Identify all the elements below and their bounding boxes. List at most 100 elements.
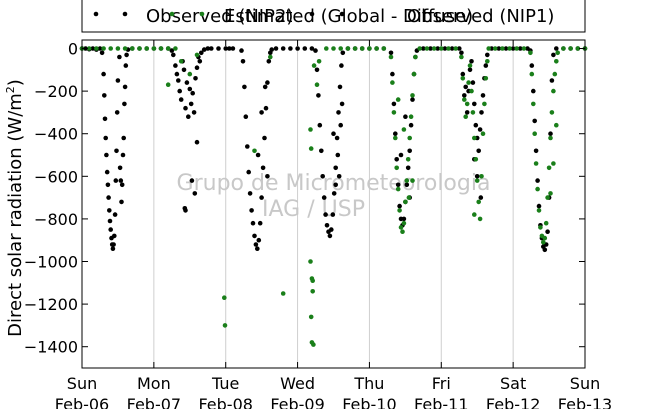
point-1-38 (124, 52, 129, 58)
point-2-51 (398, 225, 404, 230)
point-2-36 (331, 46, 336, 51)
point-1-101 (259, 110, 264, 115)
point-2-7 (130, 46, 135, 51)
x-tick-day-4: Thu (353, 374, 384, 393)
point-1-166 (428, 46, 433, 51)
point-2-41 (367, 46, 372, 51)
point-2-118 (548, 191, 553, 196)
point-1-116 (320, 174, 326, 179)
point-1-75 (216, 46, 221, 51)
point-1-155 (405, 165, 411, 171)
point-2-71 (453, 46, 459, 51)
point-1-49 (174, 71, 180, 77)
point-2-100 (531, 101, 536, 107)
point-1-9 (102, 116, 108, 122)
point-2-120 (554, 122, 559, 128)
point-1-169 (449, 46, 455, 51)
point-1-56 (184, 80, 190, 85)
point-1-163 (403, 114, 408, 119)
point-1-24 (113, 178, 119, 183)
point-1-84 (246, 169, 251, 175)
x-tick-day-6: Sat (500, 374, 526, 393)
point-2-121 (561, 46, 566, 51)
point-2-30 (311, 342, 316, 347)
point-2-4 (108, 46, 113, 51)
legend-marker-2-0 (169, 11, 175, 17)
point-1-200 (529, 63, 535, 68)
point-1-134 (338, 122, 344, 128)
point-2-72 (459, 54, 464, 60)
point-2-78 (467, 63, 473, 68)
point-2-3 (101, 46, 106, 51)
point-1-122 (329, 227, 334, 232)
series-2 (79, 46, 588, 347)
point-1-48 (173, 63, 178, 68)
point-1-115 (319, 148, 324, 154)
y-tick-label-0: 0 (68, 40, 78, 59)
point-1-188 (483, 63, 489, 68)
x-tick-date-2: Feb-08 (198, 395, 252, 409)
point-1-92 (257, 220, 263, 226)
point-1-14 (106, 195, 111, 200)
x-tick-day-2: Tue (211, 374, 239, 393)
legend-label-3: Observed (NIP1) (407, 6, 554, 27)
point-2-84 (476, 199, 482, 205)
point-1-60 (190, 90, 195, 96)
point-2-82 (473, 157, 479, 162)
point-1-156 (407, 148, 413, 154)
gridlines (153, 40, 514, 368)
point-2-110 (545, 195, 550, 200)
point-1-162 (398, 152, 404, 158)
point-2-68 (431, 46, 437, 51)
point-2-13 (173, 46, 178, 51)
point-2-59 (410, 93, 415, 98)
point-1-46 (169, 48, 175, 53)
point-2-49 (395, 186, 401, 192)
point-1-33 (120, 152, 126, 158)
point-1-149 (397, 203, 402, 209)
point-2-74 (462, 97, 467, 102)
point-2-103 (535, 186, 540, 192)
plot-frame (81, 39, 586, 369)
point-1-94 (260, 165, 266, 171)
point-2-123 (575, 46, 581, 51)
legend-marker-2-1 (199, 11, 205, 17)
y-tick-label-1: −200 (34, 82, 78, 101)
point-2-42 (374, 46, 379, 51)
point-1-90 (254, 246, 260, 251)
point-1-189 (485, 52, 490, 58)
point-2-20 (252, 148, 257, 154)
y-tick-label-7: −1400 (24, 338, 78, 357)
point-2-79 (469, 88, 474, 94)
point-2-116 (554, 59, 559, 64)
point-1-114 (317, 122, 323, 128)
point-1-74 (209, 46, 214, 51)
point-1-211 (545, 229, 550, 234)
point-2-21 (268, 54, 273, 60)
point-2-94 (500, 46, 505, 51)
point-2-55 (404, 178, 410, 183)
point-2-2 (94, 46, 99, 51)
point-1-125 (333, 165, 339, 171)
point-2-33 (314, 82, 320, 87)
point-2-5 (115, 46, 121, 51)
point-2-24 (308, 146, 314, 151)
legend-label-2: Estimated (Global - Diffuse) (224, 6, 473, 27)
point-2-70 (446, 46, 451, 51)
point-1-180 (472, 101, 477, 107)
point-2-53 (401, 220, 407, 226)
point-1-85 (247, 191, 253, 196)
point-1-143 (388, 50, 394, 56)
point-2-95 (507, 46, 512, 51)
point-1-209 (542, 247, 548, 253)
point-1-37 (123, 63, 129, 68)
point-2-101 (532, 131, 537, 136)
point-2-114 (551, 88, 556, 94)
legend[interactable]: Observed (NIP2)Estimated (Global - Diffu… (81, 0, 586, 33)
point-1-7 (101, 71, 106, 77)
point-2-32 (311, 63, 317, 68)
point-2-69 (439, 46, 444, 51)
legend-box (81, 0, 586, 33)
